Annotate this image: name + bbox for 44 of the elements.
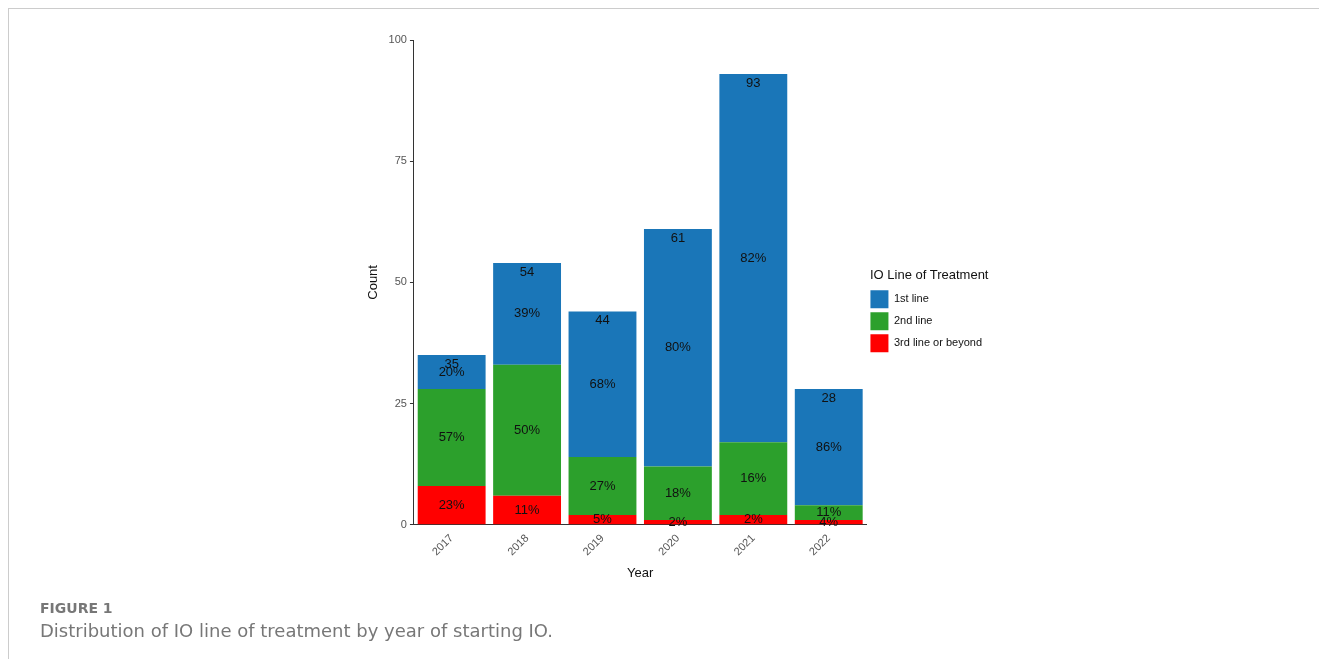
bar (493, 262, 562, 365)
y-tick-label: 50 (394, 275, 407, 288)
bar (568, 456, 637, 516)
bar (568, 311, 637, 457)
annotation: 80% (664, 339, 692, 355)
bar (417, 485, 486, 525)
text: FIGURE 1 (40, 600, 114, 616)
annotation: 68% (589, 375, 616, 391)
bar (417, 355, 486, 390)
y-tick-label: 25 (394, 396, 407, 409)
annotation: 27% (589, 477, 616, 493)
legend-label: 3rd line or beyond (893, 336, 982, 349)
legend-title: IO Line of Treatment (869, 266, 989, 282)
bar (417, 389, 486, 486)
annotation: 82% (740, 249, 767, 265)
x-axis-title: Year (627, 564, 654, 580)
annotation: 16% (740, 470, 767, 486)
total-label: 44 (595, 312, 610, 328)
annotation: 86% (815, 438, 843, 454)
bar (493, 495, 562, 525)
bar (493, 364, 562, 496)
annotation: 57% (438, 429, 466, 445)
annotation: 5% (593, 511, 613, 527)
total-label: 54 (519, 263, 535, 279)
y-tick-label: 75 (394, 154, 407, 167)
annotation: 23% (438, 496, 466, 512)
text: Distribution of IO line of treatment by year of starting IO. (40, 620, 553, 641)
bar (719, 442, 788, 516)
legend-label: 2nd line (893, 314, 933, 327)
legend-label: 1st line (893, 292, 929, 305)
total-label: 93 (746, 74, 761, 90)
annotation: 50% (514, 421, 541, 437)
annotation: 18% (664, 484, 692, 500)
annotation: 11% (514, 501, 541, 517)
total-label: 61 (670, 229, 686, 245)
bar (643, 229, 712, 467)
y-tick-label: 0 (400, 517, 407, 530)
y-axis-title: Count (365, 264, 381, 300)
total-label: 28 (821, 389, 836, 405)
bar (794, 389, 863, 506)
y-tick-label: 100 (388, 33, 407, 46)
bar (719, 73, 788, 443)
annotation: 2% (743, 511, 764, 527)
annotation: 39% (514, 305, 541, 321)
